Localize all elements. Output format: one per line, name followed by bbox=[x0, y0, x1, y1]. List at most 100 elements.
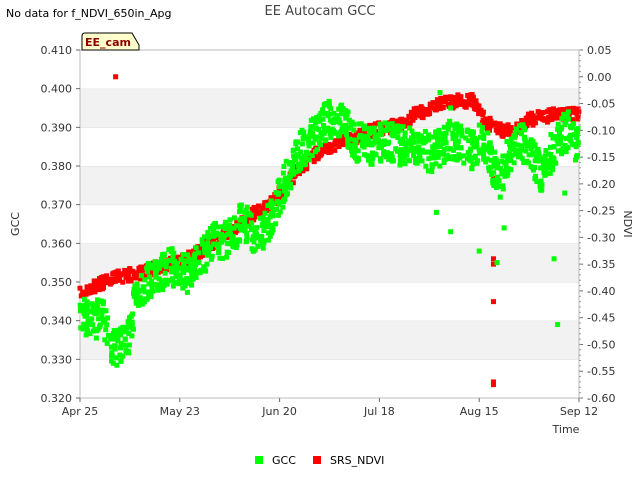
data-point bbox=[108, 344, 114, 350]
y-right-tick-label: -0.30 bbox=[587, 231, 615, 244]
data-point bbox=[407, 125, 413, 131]
data-point bbox=[514, 148, 520, 154]
data-point bbox=[310, 140, 316, 146]
data-point bbox=[449, 154, 455, 160]
data-point bbox=[441, 147, 447, 153]
data-point bbox=[102, 308, 108, 314]
data-point bbox=[301, 162, 307, 168]
data-point bbox=[214, 243, 220, 249]
data-point bbox=[237, 203, 243, 209]
data-point bbox=[393, 146, 399, 152]
data-point bbox=[355, 148, 361, 154]
data-point bbox=[569, 141, 575, 147]
data-point bbox=[318, 142, 324, 148]
data-point bbox=[366, 142, 372, 148]
data-point bbox=[567, 136, 573, 142]
data-point bbox=[337, 120, 343, 126]
data-point bbox=[451, 147, 457, 153]
data-point-outlier bbox=[476, 248, 482, 254]
y-right-tick-label: -0.10 bbox=[587, 124, 615, 137]
data-point bbox=[311, 159, 317, 165]
y-right-tick-label: -0.25 bbox=[587, 205, 615, 218]
data-point bbox=[134, 281, 140, 287]
data-point bbox=[474, 160, 480, 166]
data-point bbox=[114, 362, 120, 368]
data-point bbox=[91, 278, 97, 284]
data-point bbox=[443, 130, 449, 136]
data-point bbox=[83, 332, 89, 338]
data-point-outlier bbox=[448, 229, 454, 235]
data-point bbox=[158, 283, 164, 289]
data-point bbox=[77, 285, 83, 291]
data-point bbox=[352, 143, 358, 149]
data-point bbox=[89, 316, 95, 322]
data-point-outlier bbox=[508, 136, 514, 142]
data-point bbox=[530, 113, 536, 119]
data-point bbox=[153, 270, 159, 276]
data-point bbox=[377, 121, 383, 127]
data-point bbox=[492, 149, 498, 155]
data-point bbox=[411, 139, 417, 145]
data-point bbox=[186, 249, 192, 255]
data-point bbox=[412, 156, 418, 162]
data-point bbox=[369, 156, 375, 162]
data-point bbox=[149, 285, 155, 291]
data-point bbox=[562, 112, 568, 118]
data-point bbox=[322, 111, 328, 117]
data-point bbox=[156, 276, 162, 282]
data-point bbox=[466, 152, 472, 158]
data-point bbox=[313, 134, 319, 140]
data-point bbox=[244, 238, 250, 244]
data-point bbox=[447, 118, 453, 124]
y-left-tick-label: 0.340 bbox=[41, 315, 73, 328]
data-point bbox=[208, 256, 214, 262]
data-point bbox=[484, 144, 490, 150]
data-point bbox=[158, 256, 164, 262]
data-point bbox=[540, 110, 546, 116]
data-point bbox=[255, 243, 261, 249]
data-point bbox=[144, 265, 150, 271]
data-point bbox=[423, 135, 429, 141]
y-left-tick-label: 0.380 bbox=[41, 160, 73, 173]
data-point bbox=[201, 246, 207, 252]
data-point bbox=[389, 151, 395, 157]
data-point bbox=[391, 128, 397, 134]
data-point bbox=[252, 229, 258, 235]
data-point bbox=[142, 277, 148, 283]
data-point bbox=[547, 170, 553, 176]
y-right-tick-label: 0.00 bbox=[587, 71, 612, 84]
data-point bbox=[570, 117, 576, 123]
data-point bbox=[525, 160, 531, 166]
data-point-outlier bbox=[490, 261, 496, 267]
data-point bbox=[84, 303, 90, 309]
data-point bbox=[408, 109, 414, 115]
data-point bbox=[161, 267, 167, 273]
data-point bbox=[346, 117, 352, 123]
data-point bbox=[244, 234, 250, 240]
data-point bbox=[339, 106, 345, 112]
data-point bbox=[336, 137, 342, 143]
data-point bbox=[288, 160, 294, 166]
data-point bbox=[322, 142, 328, 148]
data-point bbox=[199, 241, 205, 247]
data-point bbox=[477, 134, 483, 140]
data-point bbox=[123, 270, 129, 276]
y-left-tick-label: 0.360 bbox=[41, 237, 73, 250]
data-point bbox=[331, 130, 337, 136]
data-point bbox=[539, 155, 545, 161]
data-point bbox=[512, 141, 518, 147]
data-point bbox=[275, 179, 281, 185]
data-point bbox=[386, 156, 392, 162]
data-point bbox=[563, 144, 569, 150]
data-point bbox=[138, 276, 144, 282]
data-point bbox=[108, 335, 114, 341]
data-point bbox=[168, 269, 174, 275]
data-point bbox=[573, 154, 579, 160]
data-point bbox=[208, 225, 214, 231]
data-point bbox=[560, 145, 566, 151]
data-point bbox=[494, 174, 500, 180]
data-point bbox=[128, 268, 134, 274]
data-point bbox=[242, 218, 248, 224]
data-point-outlier bbox=[551, 256, 557, 262]
data-point bbox=[252, 206, 258, 212]
